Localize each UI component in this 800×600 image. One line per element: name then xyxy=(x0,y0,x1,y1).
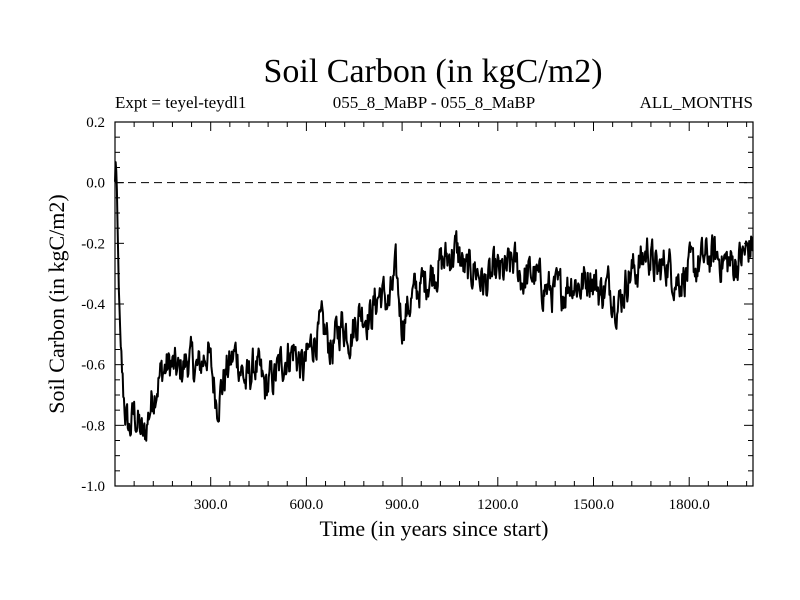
x-axis-label: Time (in years since start) xyxy=(320,516,549,541)
y-tick-label: -0.6 xyxy=(81,358,105,374)
y-tick-label: -0.4 xyxy=(81,297,105,313)
plot-frame xyxy=(114,121,754,487)
chart-subtitle-right: ALL_MONTHS xyxy=(640,93,753,112)
x-axis-ticks: 300.0 600.0 900.0 1200.0 1500.0 1800.0 xyxy=(114,122,748,513)
series-layer xyxy=(114,161,754,442)
chart-title: Soil Carbon (in kgC/m2) xyxy=(263,53,602,90)
chart-subtitle-center: 055_8_MaBP - 055_8_MaBP xyxy=(333,93,535,112)
y-tick-label: -1.0 xyxy=(81,479,105,495)
y-axis-ticks: -1.0 -0.8 -0.6 -0.4 -0.2 0.0 0.2 xyxy=(81,115,753,495)
x-tick-label: 1200.0 xyxy=(477,497,518,513)
chart-subtitle-left: Expt = teyel-teydl1 xyxy=(115,93,246,112)
y-tick-label: -0.2 xyxy=(81,236,105,252)
series-line xyxy=(114,161,754,442)
y-tick-label: 0.0 xyxy=(86,176,105,192)
x-tick-label: 900.0 xyxy=(385,497,419,513)
y-axis-label: Soil Carbon (in kgC/m2) xyxy=(44,194,69,413)
x-tick-label: 1500.0 xyxy=(573,497,614,513)
y-tick-label: -0.8 xyxy=(81,418,105,434)
x-tick-label: 600.0 xyxy=(290,497,324,513)
x-tick-label: 300.0 xyxy=(194,497,228,513)
y-tick-label: 0.2 xyxy=(86,115,105,131)
x-tick-label: 1800.0 xyxy=(669,497,710,513)
